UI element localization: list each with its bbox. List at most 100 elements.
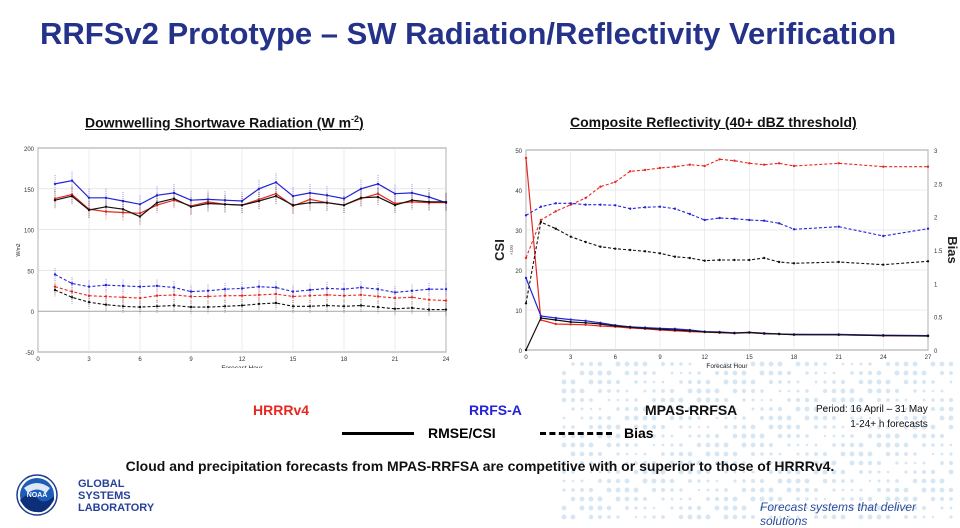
gsl-logo: GLOBAL SYSTEMS LABORATORY xyxy=(78,478,154,514)
data-point xyxy=(121,305,125,308)
texture-dot xyxy=(760,389,764,393)
texture-dot xyxy=(777,496,783,502)
texture-dot xyxy=(651,478,657,484)
data-point xyxy=(53,182,57,186)
texture-dot xyxy=(778,380,782,384)
texture-dot xyxy=(705,469,711,475)
texture-dot xyxy=(678,415,684,421)
texture-dot xyxy=(679,362,683,366)
texture-dot xyxy=(948,424,954,430)
y-tick-label: 20 xyxy=(515,269,522,275)
data-point xyxy=(257,187,261,190)
texture-dot xyxy=(913,470,917,474)
data-point xyxy=(359,304,363,307)
texture-dot xyxy=(912,505,918,511)
texture-dot xyxy=(642,478,648,484)
texture-dot xyxy=(615,487,621,493)
y-axis-label: W/m2 xyxy=(16,243,22,256)
texture-dot xyxy=(849,388,855,394)
texture-dot xyxy=(814,515,818,519)
texture-dot xyxy=(570,451,576,457)
y2-axis-label: Bias xyxy=(945,236,960,263)
texture-dot xyxy=(804,406,810,412)
texture-dot xyxy=(840,451,846,457)
texture-dot xyxy=(903,487,909,493)
texture-dot xyxy=(786,469,792,475)
texture-dot xyxy=(724,488,728,492)
texture-dot xyxy=(796,443,800,447)
texture-dot xyxy=(741,388,747,394)
texture-dot xyxy=(670,434,674,438)
texture-dot xyxy=(858,370,864,376)
chart-title-superscript: -2 xyxy=(351,114,360,124)
data-point xyxy=(172,191,176,195)
data-point xyxy=(763,219,766,222)
x-axis-label: Forecast Hour xyxy=(706,363,748,368)
texture-dot xyxy=(877,479,881,483)
y-tick-label: 150 xyxy=(24,188,35,194)
texture-dot xyxy=(597,451,603,457)
data-point xyxy=(308,201,312,204)
texture-dot xyxy=(679,380,683,384)
texture-dot xyxy=(606,478,612,484)
data-point xyxy=(599,185,602,188)
texture-dot xyxy=(634,452,638,456)
texture-dot xyxy=(823,497,827,501)
texture-dot xyxy=(903,379,909,385)
texture-dot xyxy=(777,478,783,484)
texture-dot xyxy=(913,389,917,393)
data-point xyxy=(240,294,244,297)
texture-dot xyxy=(759,478,765,484)
texture-dot xyxy=(930,487,936,493)
texture-dot xyxy=(841,434,845,438)
chart-title-end: ) xyxy=(359,114,364,131)
y2-tick-label: 0.5 xyxy=(934,316,943,322)
texture-dot xyxy=(589,416,593,420)
texture-dot xyxy=(624,361,630,367)
texture-dot xyxy=(687,469,693,475)
texture-dot xyxy=(687,514,693,520)
texture-dot xyxy=(813,415,819,421)
texture-dot xyxy=(759,487,765,493)
texture-dot xyxy=(607,398,611,402)
data-point xyxy=(524,302,528,305)
texture-dot xyxy=(903,415,909,421)
data-point xyxy=(87,294,91,297)
texture-dot xyxy=(895,398,899,402)
texture-dot xyxy=(822,514,828,520)
texture-dot xyxy=(858,451,864,457)
texture-dot xyxy=(876,514,882,520)
x-tick-label: 15 xyxy=(290,357,297,363)
y-tick-label: 0 xyxy=(519,349,523,355)
texture-dot xyxy=(696,379,702,385)
texture-dot xyxy=(813,424,819,430)
data-point xyxy=(410,296,414,299)
data-point xyxy=(554,210,557,213)
data-point xyxy=(410,306,414,310)
legend-rrfs: RRFS-A xyxy=(469,402,522,418)
data-point xyxy=(733,217,736,220)
data-point xyxy=(539,316,543,320)
texture-dot xyxy=(750,442,756,448)
texture-dot xyxy=(732,433,738,439)
data-point xyxy=(524,156,528,160)
noaa-logo: NOAA xyxy=(16,474,58,516)
texture-dot xyxy=(570,397,576,403)
texture-dot xyxy=(931,380,935,384)
x-tick-label: 3 xyxy=(569,355,573,361)
data-point xyxy=(308,305,312,308)
texture-dot xyxy=(706,488,710,492)
texture-dot xyxy=(868,416,872,420)
texture-dot xyxy=(822,460,828,466)
texture-dot xyxy=(570,379,576,385)
data-point xyxy=(376,195,380,199)
texture-dot xyxy=(687,460,693,466)
data-point xyxy=(777,222,781,225)
texture-dot xyxy=(921,442,927,448)
texture-dot xyxy=(633,496,639,502)
texture-dot xyxy=(850,488,854,492)
data-point xyxy=(554,318,557,322)
texture-dot xyxy=(778,452,782,456)
texture-dot xyxy=(679,443,683,447)
data-point xyxy=(410,191,414,195)
